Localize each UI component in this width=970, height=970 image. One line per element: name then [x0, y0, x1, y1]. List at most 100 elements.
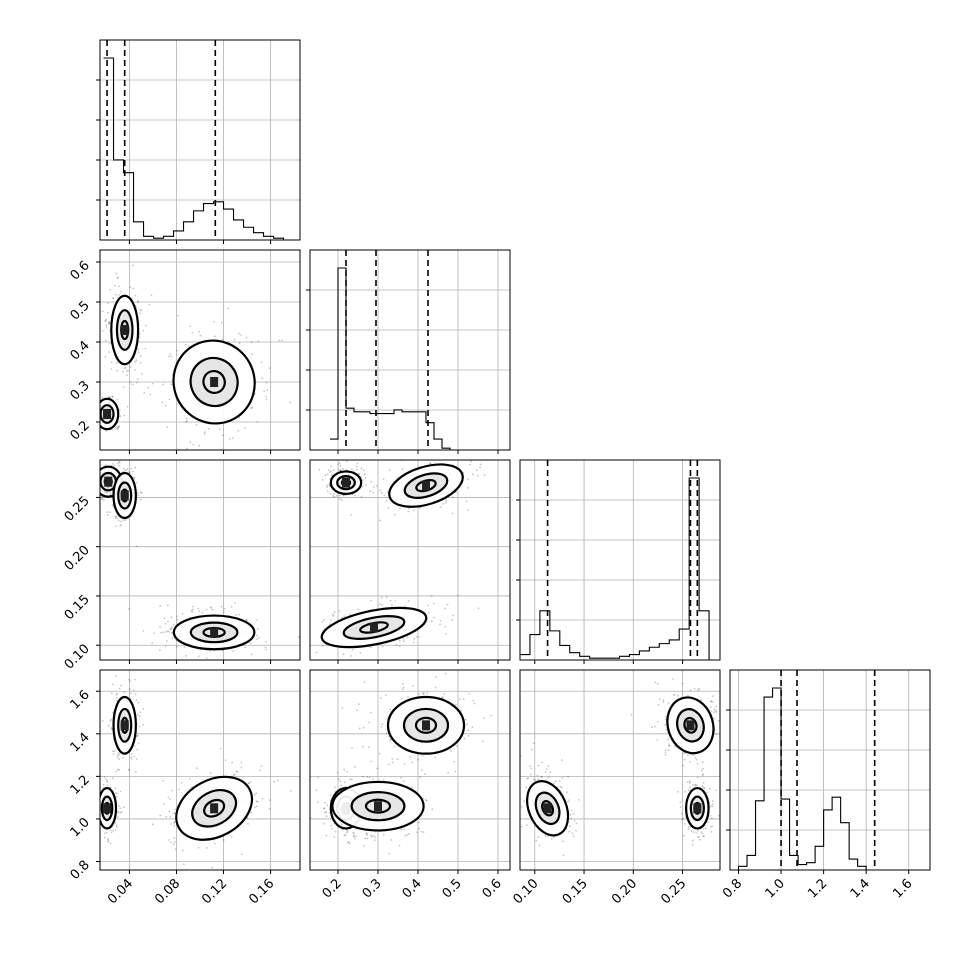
scatter-point: [221, 338, 224, 341]
scatter-point: [182, 863, 185, 866]
scatter-point: [330, 619, 332, 621]
scatter-point: [466, 723, 468, 726]
scatter-point: [98, 810, 100, 812]
scatter-point: [104, 832, 106, 835]
scatter-point: [164, 622, 167, 625]
scatter-point: [333, 786, 336, 788]
scatter-point: [710, 700, 712, 702]
scatter-point: [374, 839, 376, 842]
scatter-point: [175, 645, 178, 648]
scatter-point: [133, 745, 136, 747]
scatter-point: [232, 774, 235, 777]
scatter-point: [321, 621, 324, 623]
scatter-point: [337, 463, 340, 466]
scatter-point: [345, 832, 348, 834]
scatter-point: [92, 809, 94, 811]
scatter-point: [683, 823, 686, 825]
scatter-point: [289, 401, 292, 404]
scatter-point: [119, 790, 122, 793]
scatter-point: [118, 285, 120, 288]
scatter-point: [105, 430, 107, 432]
scatter-point: [117, 805, 120, 807]
scatter-point: [665, 728, 668, 731]
scatter-point: [255, 805, 258, 808]
scatter-point: [428, 454, 430, 456]
scatter-point: [340, 499, 343, 502]
scatter-point: [356, 468, 358, 471]
scatter-point: [703, 835, 705, 838]
scatter-point: [659, 698, 661, 701]
scatter-point: [521, 806, 523, 808]
scatter-point: [344, 834, 347, 836]
scatter-point: [332, 495, 334, 498]
scatter-point: [329, 794, 332, 797]
scatter-point: [213, 321, 215, 323]
scatter-point: [97, 409, 99, 411]
scatter-point: [265, 640, 268, 643]
scatter-point: [341, 707, 344, 709]
scatter-point: [250, 653, 253, 656]
scatter-point: [130, 756, 133, 758]
scatter-point: [368, 776, 371, 779]
scatter-point: [90, 473, 92, 475]
scatter-point: [162, 779, 165, 782]
scatter-point: [445, 455, 447, 457]
scatter-point: [256, 619, 258, 621]
scatter-point: [665, 749, 667, 752]
scatter-point: [427, 612, 429, 614]
scatter-point: [135, 758, 138, 760]
y-tick-label: 1.4: [68, 730, 93, 755]
scatter-point: [115, 515, 118, 518]
scatter-point: [330, 474, 333, 477]
x-tick-label: 0.12: [199, 876, 230, 907]
scatter-point: [517, 814, 519, 816]
scatter-point: [133, 755, 136, 758]
contour-inner: [364, 798, 392, 814]
scatter-point: [233, 773, 236, 776]
scatter-point: [346, 830, 349, 833]
scatter-point: [352, 470, 355, 472]
scatter-point: [111, 428, 113, 431]
scatter-point: [114, 787, 117, 790]
scatter-point: [153, 632, 156, 634]
scatter-point: [712, 695, 714, 698]
scatter-point: [541, 761, 543, 764]
scatter-point: [110, 495, 113, 498]
scatter-point: [107, 514, 109, 516]
scatter-point: [333, 836, 336, 838]
density-peak: [120, 720, 129, 731]
scatter-point: [211, 608, 214, 611]
scatter-point: [160, 631, 163, 634]
scatter-point: [687, 828, 690, 831]
scatter-point: [138, 725, 141, 728]
scatter-point: [110, 471, 113, 474]
scatter-point: [560, 786, 563, 789]
scatter-point: [401, 688, 404, 691]
scatter-point: [112, 712, 114, 714]
scatter-point: [445, 500, 448, 502]
scatter-point: [108, 322, 111, 325]
scatter-point: [422, 831, 425, 834]
scatter-point: [134, 466, 137, 469]
scatter-point: [476, 475, 479, 477]
scatter-point: [426, 692, 428, 694]
scatter-point: [134, 693, 137, 696]
scatter-point: [170, 823, 173, 825]
scatter-point: [112, 683, 114, 686]
scatter-point: [102, 499, 105, 501]
scatter-point: [95, 472, 97, 474]
scatter-point: [372, 491, 374, 494]
scatter-point: [683, 758, 686, 761]
scatter-point: [368, 746, 370, 749]
scatter-point: [441, 696, 444, 698]
scatter-point: [191, 611, 194, 613]
scatter-point: [256, 800, 259, 803]
scatter-point: [530, 767, 533, 770]
density-peak: [210, 803, 219, 814]
scatter-point: [689, 786, 691, 789]
scatter-point: [240, 766, 243, 769]
scatter-point: [127, 370, 130, 372]
scatter-point: [259, 769, 261, 772]
scatter-point: [358, 703, 360, 706]
scatter-point: [362, 726, 365, 729]
